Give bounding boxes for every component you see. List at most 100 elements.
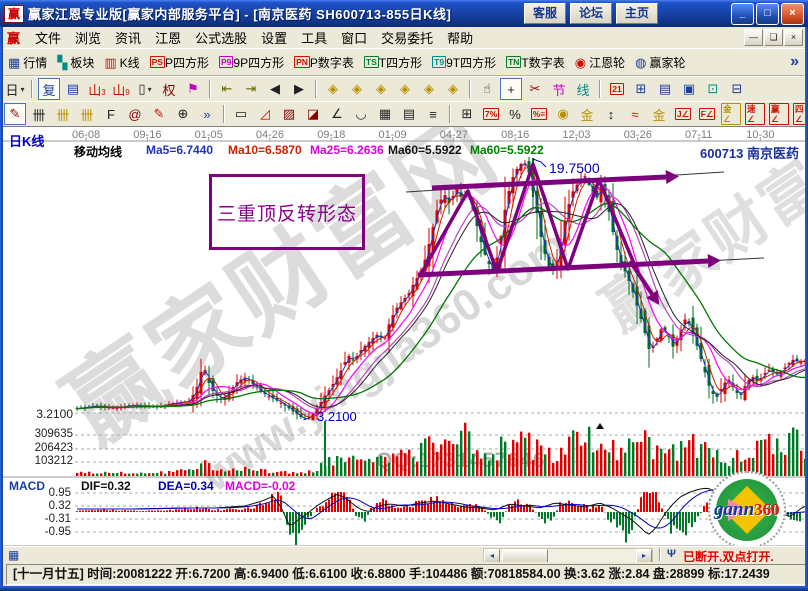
four-angle-button[interactable]: 四∠ [792, 103, 808, 125]
grid-ruler-button[interactable]: 卌 [28, 103, 50, 125]
angle-line-button[interactable]: ∠ [326, 103, 348, 125]
zhuye-button[interactable]: 主页 [616, 3, 658, 24]
zoom-vertical-button[interactable]: ◈ [370, 78, 392, 100]
gann-wheel-button[interactable]: ◉ 江恩轮 [571, 52, 629, 72]
pen-tool-button[interactable]: ✎ [4, 103, 26, 125]
spiral-tool-button[interactable]: @ [124, 103, 146, 125]
menu-item-tools[interactable]: 工具 [301, 31, 328, 46]
zoom-left-button[interactable]: ◈ [322, 78, 344, 100]
pen-tool-2-button[interactable]: ✎ [148, 103, 170, 125]
zoom-full-button[interactable]: ◈ [442, 78, 464, 100]
hand-tool-button[interactable]: ☝ [476, 78, 498, 100]
p-square-button[interactable]: PS P四方形 [146, 52, 213, 72]
grid-tool-1-button[interactable]: ▦ [374, 103, 396, 125]
close-button[interactable]: × [781, 3, 804, 25]
percent-down-button[interactable]: 7% [480, 103, 502, 125]
t9-square-button[interactable]: T9 9T四方形 [428, 52, 500, 72]
child-minimize-button[interactable]: — [744, 29, 763, 46]
t-number-table-button[interactable]: TN T数字表 [502, 52, 569, 72]
zoom-horizontal-button[interactable]: ◈ [394, 78, 416, 100]
gold-angle-button[interactable]: 金∠ [720, 103, 742, 125]
winner-wheel-button[interactable]: ◍ 赢家轮 [631, 52, 689, 72]
minimize-button[interactable]: _ [731, 3, 754, 25]
kline-button[interactable]: ▥ K线 [100, 52, 143, 72]
grid-view-icon[interactable]: ▦ [8, 548, 20, 562]
zoom-down-button[interactable]: ◈ [346, 78, 368, 100]
p-number-table-button[interactable]: PN P数字表 [290, 52, 358, 72]
maximize-button[interactable]: □ [756, 3, 779, 25]
j-angle-button[interactable]: J∠ [672, 103, 694, 125]
wave-box-button[interactable]: ≈ [624, 103, 646, 125]
pc-link-button[interactable]: ⊟ [726, 78, 748, 100]
line-tool-button[interactable]: 线 [572, 78, 594, 100]
flag-tool-button[interactable]: ⚑ [182, 78, 204, 100]
overflow-3-button[interactable]: » [196, 103, 218, 125]
circle-cross-button[interactable]: ⊕ [172, 103, 194, 125]
t-square-button[interactable]: TS T四方形 [360, 52, 426, 72]
gold-box-button[interactable]: 金 [648, 103, 670, 125]
child-restore-button[interactable]: ❏ [764, 29, 783, 46]
kefu-button[interactable]: 客服 [524, 3, 566, 24]
fan-lines-button[interactable]: ◿ [254, 103, 276, 125]
restore-weight-button[interactable]: 复 [38, 78, 60, 100]
arc-tool-button[interactable]: ◡ [350, 103, 372, 125]
save-button[interactable]: ▣ [678, 78, 700, 100]
title-bar[interactable]: 赢 赢家江恩专业版[赢家内部服务平台] - [南京医药 SH600713-855… [0, 0, 808, 27]
calendar-21-button[interactable]: 21 [606, 78, 628, 100]
next-bar-button[interactable]: ▶ [288, 78, 310, 100]
gold-coin-button[interactable]: ◉ [552, 103, 574, 125]
scrollbar-thumb[interactable] [502, 549, 548, 563]
menu-item-formula-stock-pick[interactable]: 公式选股 [195, 31, 248, 46]
calculator-button[interactable]: ⊞ [630, 78, 652, 100]
info-panel-button[interactable]: ▤ [62, 78, 84, 100]
rect-tool-button[interactable]: ▭ [230, 103, 252, 125]
child-close-button[interactable]: × [784, 29, 803, 46]
scroll-right-button[interactable]: ▸ [636, 549, 652, 563]
zoom-up-button[interactable]: ◈ [418, 78, 440, 100]
gold-lines-button[interactable]: 金 [576, 103, 598, 125]
candle-style-dropdown-button[interactable]: ▯ ▾ [134, 78, 156, 100]
price-scale-tool-button[interactable]: ⊞ [456, 103, 478, 125]
p9-square-button[interactable]: P9 9P四方形 [215, 52, 288, 72]
luntan-button[interactable]: 论坛 [570, 3, 612, 24]
measure-tool-button[interactable]: ✂ [524, 78, 546, 100]
gold-grid-2-button[interactable]: 卌 [76, 103, 98, 125]
horizontal-scrollbar[interactable]: ◂ ▸ [483, 548, 653, 564]
box-fan-2-button[interactable]: ◪ [302, 103, 324, 125]
parallel-lines-button[interactable]: ≡ [422, 103, 444, 125]
annotation-box-triple-top[interactable]: 三重顶反转形态 [209, 174, 365, 250]
box-fan-1-button[interactable]: ▨ [278, 103, 300, 125]
menu-item-gann[interactable]: 江恩 [155, 31, 182, 46]
period-day-dropdown-button[interactable]: 日 ▾ [4, 78, 26, 100]
notebook-button[interactable]: ▤ [654, 78, 676, 100]
prev-bar-button[interactable]: ◀ [264, 78, 286, 100]
toolbar-overflow-icon[interactable]: » [790, 53, 799, 70]
percent-tool-button[interactable]: % [504, 103, 526, 125]
sectors-button[interactable]: ▚ 板块 [53, 52, 98, 72]
percent-lines-button[interactable]: %≡ [528, 103, 550, 125]
menu-item-news[interactable]: 资讯 [115, 31, 142, 46]
scroll-left-button[interactable]: ◂ [484, 549, 500, 563]
f-angle-button[interactable]: F∠ [696, 103, 718, 125]
rights-adjust-button[interactable]: 权 [158, 78, 180, 100]
grid-tool-2-button[interactable]: ▤ [398, 103, 420, 125]
menu-item-help[interactable]: 帮助 [447, 31, 474, 46]
chart-area[interactable]: 赢家财富网www.yingjia360.com赢家财富网QQ:173145764… [3, 126, 805, 549]
menu-item-window[interactable]: 窗口 [341, 31, 368, 46]
price-pen-button[interactable]: ↕ [600, 103, 622, 125]
menu-item-settings[interactable]: 设置 [261, 31, 288, 46]
last-page-button[interactable]: ⇥ [240, 78, 262, 100]
main-chart-svg[interactable]: 赢家财富网www.yingjia360.com赢家财富网QQ:173145764… [3, 127, 805, 547]
festival-tool-button[interactable]: 节 [548, 78, 570, 100]
menu-item-browse[interactable]: 浏览 [75, 31, 102, 46]
fibo-f-button[interactable]: F [100, 103, 122, 125]
quotes-button[interactable]: ▦ 行情 [4, 52, 51, 72]
first-page-button[interactable]: ⇤ [216, 78, 238, 100]
win-angle-button[interactable]: 赢∠ [768, 103, 790, 125]
menu-item-file[interactable]: 文件 [35, 31, 62, 46]
send-chart-button[interactable]: ⊡ [702, 78, 724, 100]
menu-item-trade-entrust[interactable]: 交易委托 [381, 31, 434, 46]
gold-grid-1-button[interactable]: 卌 [52, 103, 74, 125]
